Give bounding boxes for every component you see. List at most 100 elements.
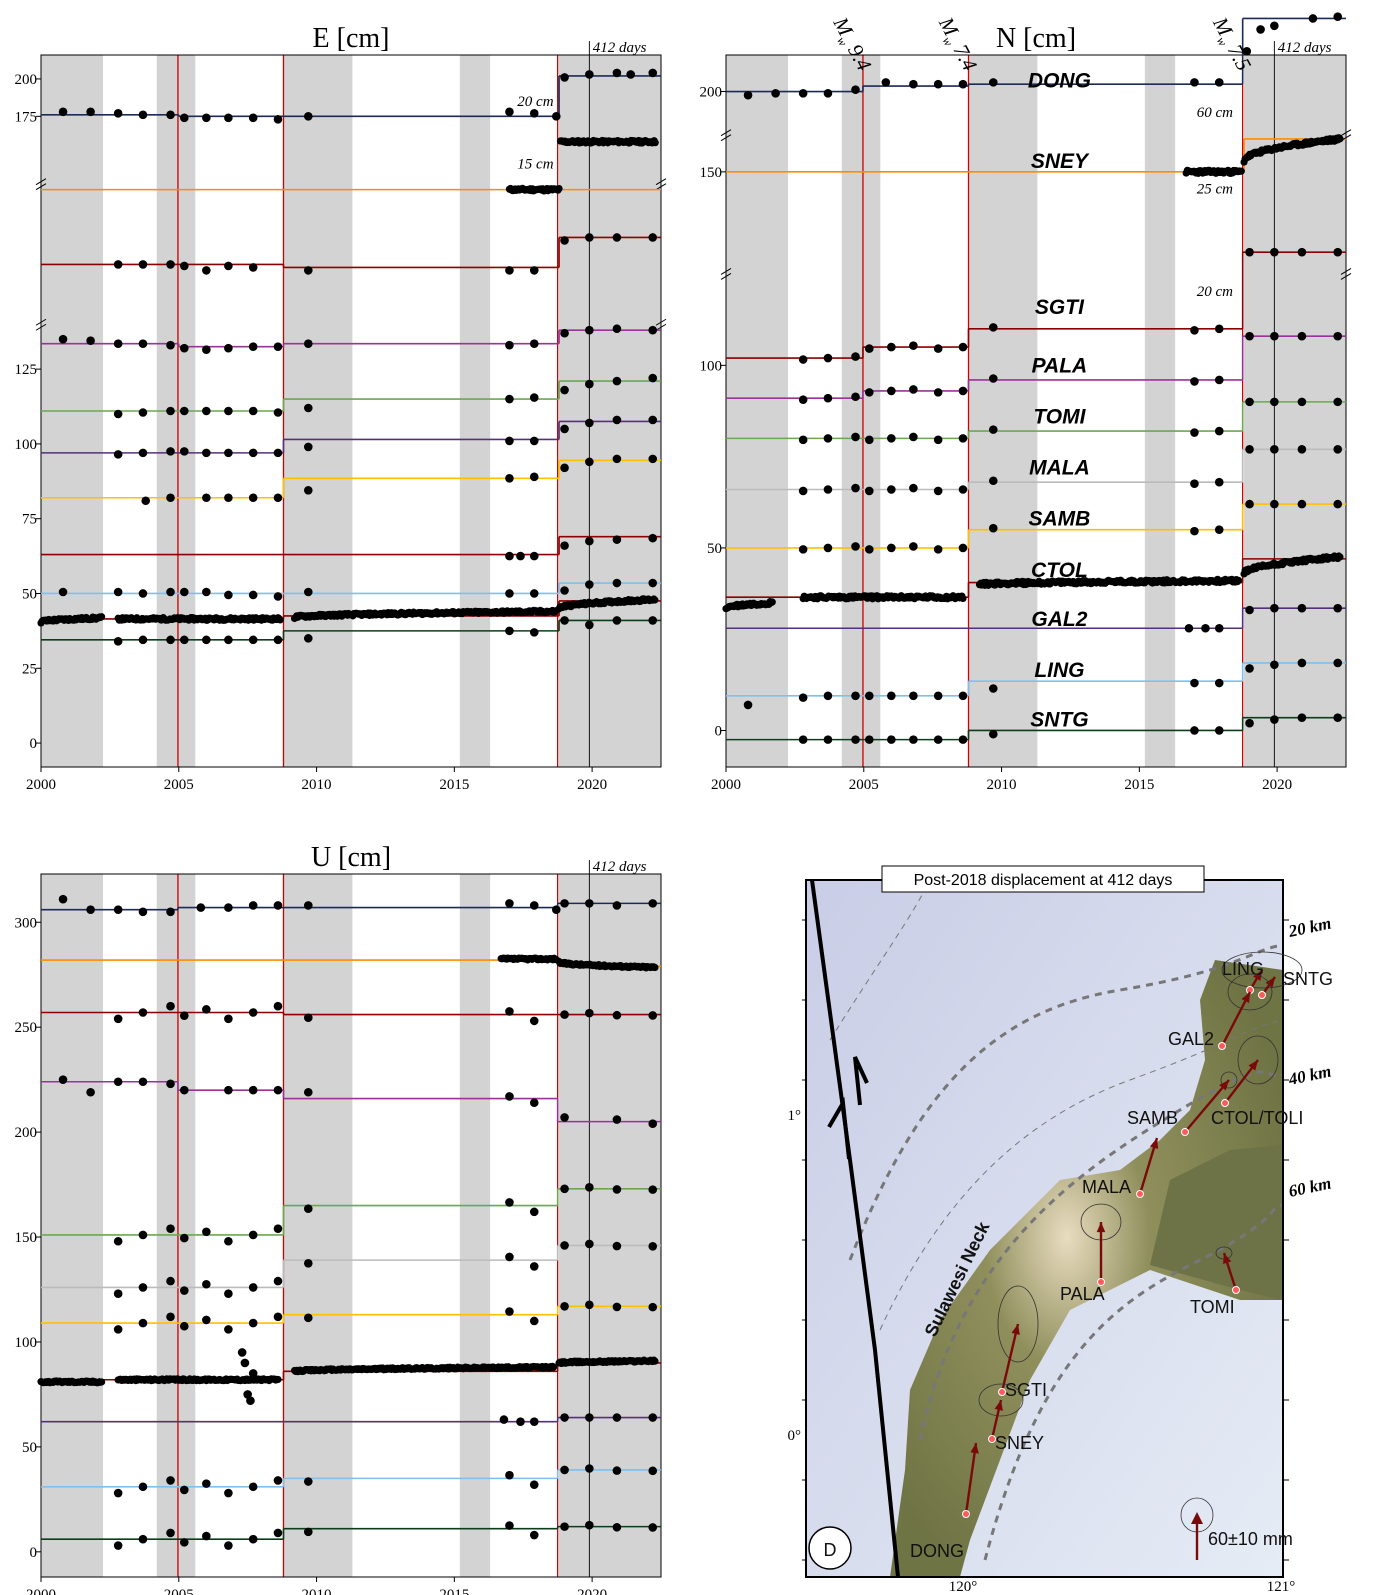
x-tick-label: 2000 — [26, 1587, 56, 1595]
y-tick-label: 300 — [15, 915, 38, 931]
data-point — [303, 634, 313, 643]
data-point — [273, 901, 283, 910]
data-point — [248, 448, 258, 458]
data-point — [505, 1198, 514, 1207]
data-point — [1333, 397, 1343, 407]
station-marker — [1218, 1042, 1226, 1050]
data-point — [648, 1413, 658, 1422]
data-point — [1245, 331, 1254, 341]
data-point — [224, 1289, 233, 1299]
data-point — [1245, 445, 1254, 454]
data-point — [273, 493, 283, 503]
data-point — [1297, 397, 1307, 407]
data-point — [179, 1085, 189, 1095]
data-point — [273, 635, 283, 645]
data-point — [529, 1417, 539, 1427]
data-point — [1270, 21, 1279, 31]
data-point — [823, 393, 833, 403]
data-point — [113, 1541, 123, 1550]
data-point — [958, 434, 968, 443]
break-label: 15 cm — [517, 157, 553, 173]
data-point — [651, 1357, 659, 1365]
data-point — [560, 385, 569, 395]
data-point — [113, 260, 123, 269]
data-point — [529, 1316, 539, 1326]
data-point — [1190, 479, 1199, 488]
data-point — [202, 345, 211, 354]
days-412-label: 412 days — [593, 40, 647, 56]
data-point — [58, 107, 68, 117]
scale-arrow-head — [1191, 1512, 1203, 1524]
station-label: DONG — [1028, 70, 1091, 93]
data-point — [651, 963, 659, 972]
data-point — [560, 586, 569, 595]
data-point — [202, 587, 211, 597]
data-point — [98, 613, 106, 621]
data-point — [887, 386, 896, 396]
panel-label: D — [824, 1540, 837, 1560]
data-point — [1333, 445, 1343, 454]
data-point — [273, 408, 283, 417]
data-point — [248, 1085, 258, 1095]
data-point — [1245, 718, 1254, 728]
shaded-band-0 — [726, 55, 788, 767]
data-point — [1242, 47, 1252, 56]
data-point — [113, 339, 123, 348]
data-point — [529, 1262, 539, 1271]
shaded-band-3 — [459, 55, 491, 767]
x-tick-label: 2010 — [987, 777, 1017, 793]
data-point — [648, 578, 658, 588]
data-point — [529, 589, 539, 598]
station-label: MALA — [1082, 1177, 1131, 1197]
data-point — [248, 493, 258, 503]
data-point — [648, 899, 658, 908]
data-point — [86, 1087, 95, 1097]
data-point — [585, 1413, 594, 1422]
data-point — [958, 691, 968, 701]
data-point — [1297, 713, 1307, 723]
data-point — [864, 388, 874, 397]
data-point — [202, 1279, 211, 1289]
data-point — [851, 352, 860, 361]
data-point — [1333, 499, 1343, 509]
data-point — [1201, 623, 1210, 633]
data-point — [909, 341, 918, 350]
y-tick-label: 100 — [15, 1335, 38, 1351]
data-point — [612, 1413, 622, 1422]
data-point — [529, 436, 539, 446]
data-point — [224, 1085, 233, 1095]
land-east — [1150, 1145, 1283, 1300]
data-point — [851, 691, 860, 701]
data-point — [933, 344, 943, 353]
data-point — [1333, 603, 1343, 613]
data-point — [1214, 477, 1224, 487]
data-point — [560, 616, 569, 625]
y-tick-label: 200 — [15, 72, 38, 88]
station-marker — [1232, 1286, 1240, 1294]
data-point — [303, 266, 313, 275]
data-point — [585, 233, 594, 242]
earthquake-label: Mw 7.5 — [1205, 12, 1256, 76]
arrow-head — [994, 1400, 1003, 1411]
data-point — [138, 907, 148, 917]
contour-thin — [879, 1019, 1284, 1331]
data-point — [585, 418, 594, 428]
data-point — [909, 691, 918, 701]
data-point — [224, 343, 233, 353]
data-point — [988, 425, 998, 434]
station-marker — [988, 1435, 996, 1443]
arrow-head — [1241, 992, 1250, 1003]
data-point — [86, 107, 95, 117]
data-point — [585, 1008, 594, 1018]
y-tick-label: 150 — [15, 1230, 38, 1246]
data-point — [303, 442, 313, 452]
data-point — [166, 1312, 175, 1322]
data-point — [303, 1477, 313, 1486]
data-point — [179, 261, 189, 271]
data-point — [246, 1396, 255, 1406]
data-point — [1214, 726, 1224, 735]
data-point — [224, 493, 233, 503]
data-point — [560, 1184, 569, 1194]
data-point — [648, 68, 658, 78]
data-point — [113, 1014, 123, 1024]
